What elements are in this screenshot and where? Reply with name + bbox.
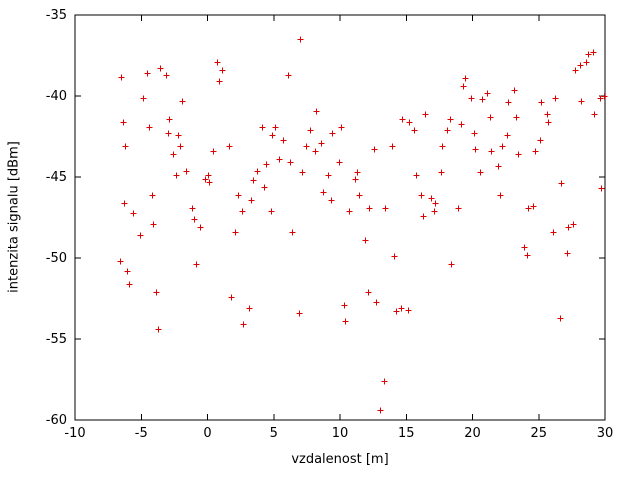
y-tick-label: -60: [46, 413, 67, 428]
data-points: [117, 36, 608, 414]
x-tick-label: -5: [135, 426, 148, 441]
y-axis-label: intenzita signalu [dBm]: [6, 141, 22, 293]
y-tick-label: -35: [46, 8, 67, 23]
x-tick-label: 20: [464, 426, 481, 441]
x-tick-label: 25: [530, 426, 547, 441]
x-tick-label: 30: [597, 426, 614, 441]
y-tick-label: -50: [46, 251, 67, 266]
y-tick-label: -55: [46, 332, 67, 347]
x-tick-label: -10: [64, 426, 85, 441]
x-tick-label: 0: [203, 426, 211, 441]
plot-border: [74, 14, 606, 421]
x-axis-label: vzdalenost [m]: [291, 452, 389, 467]
x-tick-label: 15: [398, 426, 415, 441]
y-tick-label: -40: [46, 89, 67, 104]
y-tick-label: -45: [46, 170, 67, 185]
x-tick-label: 5: [270, 426, 278, 441]
x-tick-label: 10: [332, 426, 349, 441]
